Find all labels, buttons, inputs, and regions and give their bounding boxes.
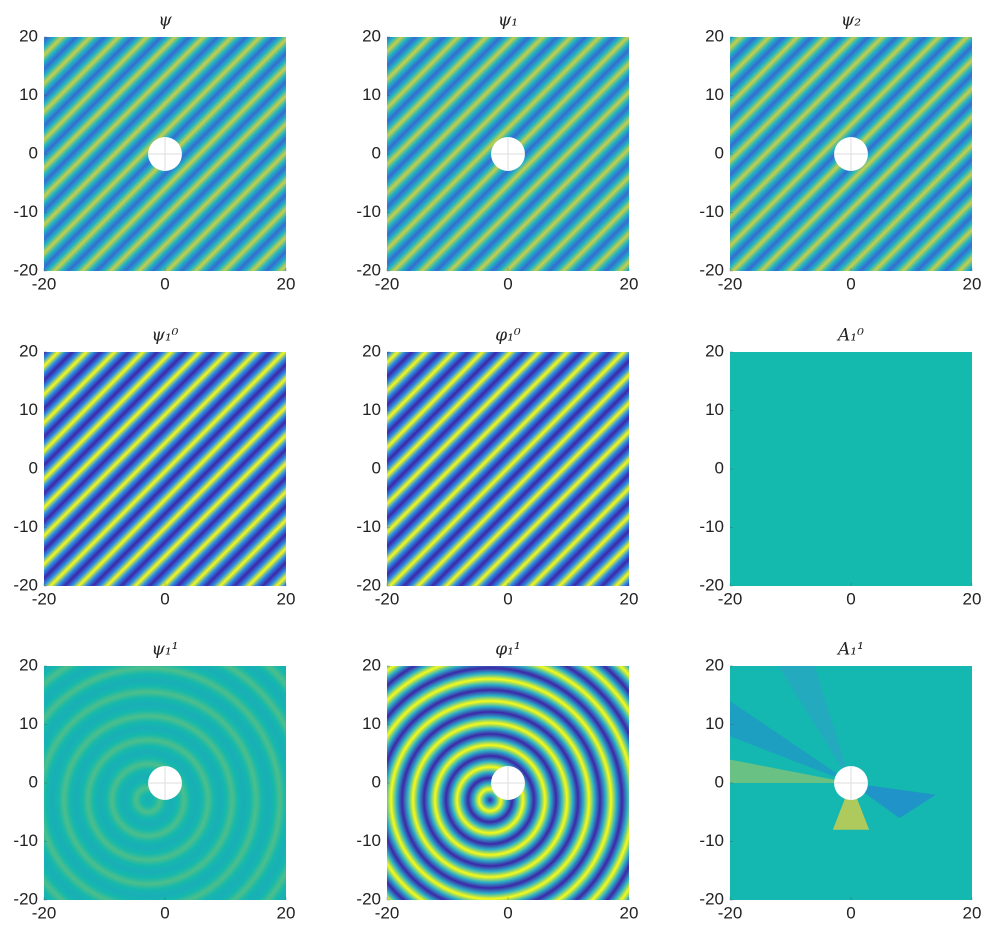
- y-tick-label: -10: [13, 517, 38, 536]
- x-tick-label: 20: [963, 589, 982, 608]
- y-tick-label: -20: [356, 575, 381, 594]
- y-tick-label: 0: [715, 772, 724, 791]
- field: [387, 352, 629, 586]
- y-tick-label: 10: [705, 714, 724, 733]
- y-tick-label: 10: [19, 714, 38, 733]
- panel-title: ψ: [158, 11, 172, 31]
- y-tick-label: -10: [356, 517, 381, 536]
- panel-title: ψ₂: [841, 11, 861, 31]
- y-tick-label: 10: [19, 85, 38, 104]
- y-tick-label: 0: [715, 143, 724, 162]
- y-tick-label: 20: [705, 341, 724, 360]
- x-tick-label: 20: [277, 274, 296, 293]
- x-tick-label: 0: [160, 589, 169, 608]
- y-tick-label: 20: [705, 26, 724, 45]
- y-tick-label: -10: [356, 831, 381, 850]
- x-tick-label: 20: [277, 903, 296, 922]
- y-tick-label: -20: [699, 260, 724, 279]
- y-tick-label: -10: [356, 202, 381, 221]
- y-tick-label: 20: [362, 341, 381, 360]
- y-tick-label: 0: [29, 458, 38, 477]
- y-tick-label: 20: [19, 26, 38, 45]
- y-tick-label: -20: [699, 889, 724, 908]
- y-tick-label: 10: [362, 714, 381, 733]
- x-tick-label: 0: [503, 274, 512, 293]
- y-tick-label: -10: [699, 831, 724, 850]
- y-tick-label: -20: [699, 575, 724, 594]
- x-tick-label: 0: [846, 274, 855, 293]
- x-tick-label: 0: [846, 589, 855, 608]
- y-tick-label: 20: [19, 655, 38, 674]
- y-tick-label: 0: [372, 458, 381, 477]
- x-tick-label: 20: [963, 274, 982, 293]
- y-tick-label: -10: [13, 202, 38, 221]
- y-tick-label: -10: [699, 517, 724, 536]
- panel-title: ψ₁: [498, 11, 518, 31]
- y-tick-label: -20: [356, 889, 381, 908]
- y-tick-label: 10: [705, 400, 724, 419]
- panel-title: A₁⁰: [836, 326, 864, 346]
- y-tick-label: 20: [705, 655, 724, 674]
- y-tick-label: 20: [362, 26, 381, 45]
- y-tick-label: 0: [715, 458, 724, 477]
- x-tick-label: 20: [620, 903, 639, 922]
- panel-title: ψ₁⁰: [152, 326, 179, 346]
- x-tick-label: 0: [160, 903, 169, 922]
- x-tick-label: 0: [503, 903, 512, 922]
- y-tick-label: 0: [29, 143, 38, 162]
- y-tick-label: 20: [19, 341, 38, 360]
- x-tick-label: 20: [620, 589, 639, 608]
- panel-title: φ₁⁰: [495, 326, 521, 346]
- panel-title: φ₁¹: [495, 640, 521, 660]
- y-tick-label: 10: [19, 400, 38, 419]
- panel-title: ψ₁¹: [152, 640, 179, 660]
- y-tick-label: 0: [372, 143, 381, 162]
- y-tick-label: -20: [13, 260, 38, 279]
- y-tick-label: 10: [362, 400, 381, 419]
- field: [730, 352, 972, 586]
- y-tick-label: 20: [362, 655, 381, 674]
- y-tick-label: 10: [362, 85, 381, 104]
- y-tick-label: -20: [13, 575, 38, 594]
- x-tick-label: 20: [963, 903, 982, 922]
- y-tick-label: 0: [29, 772, 38, 791]
- y-tick-label: -10: [13, 831, 38, 850]
- y-tick-label: -20: [356, 260, 381, 279]
- y-tick-label: 10: [705, 85, 724, 104]
- y-tick-label: -20: [13, 889, 38, 908]
- x-tick-label: 20: [277, 589, 296, 608]
- x-tick-label: 20: [620, 274, 639, 293]
- y-tick-label: -10: [699, 202, 724, 221]
- figure: ψ -20 0 20 -20 -10 0 10 20 ψ₁ -20 0 20 -20 -10 0 10 20 ψ₂ -…: [0, 0, 997, 935]
- x-tick-label: 0: [160, 274, 169, 293]
- panel-title: A₁¹: [836, 640, 864, 660]
- x-tick-label: 0: [503, 589, 512, 608]
- x-tick-label: 0: [846, 903, 855, 922]
- y-tick-label: 0: [372, 772, 381, 791]
- field: [44, 352, 286, 586]
